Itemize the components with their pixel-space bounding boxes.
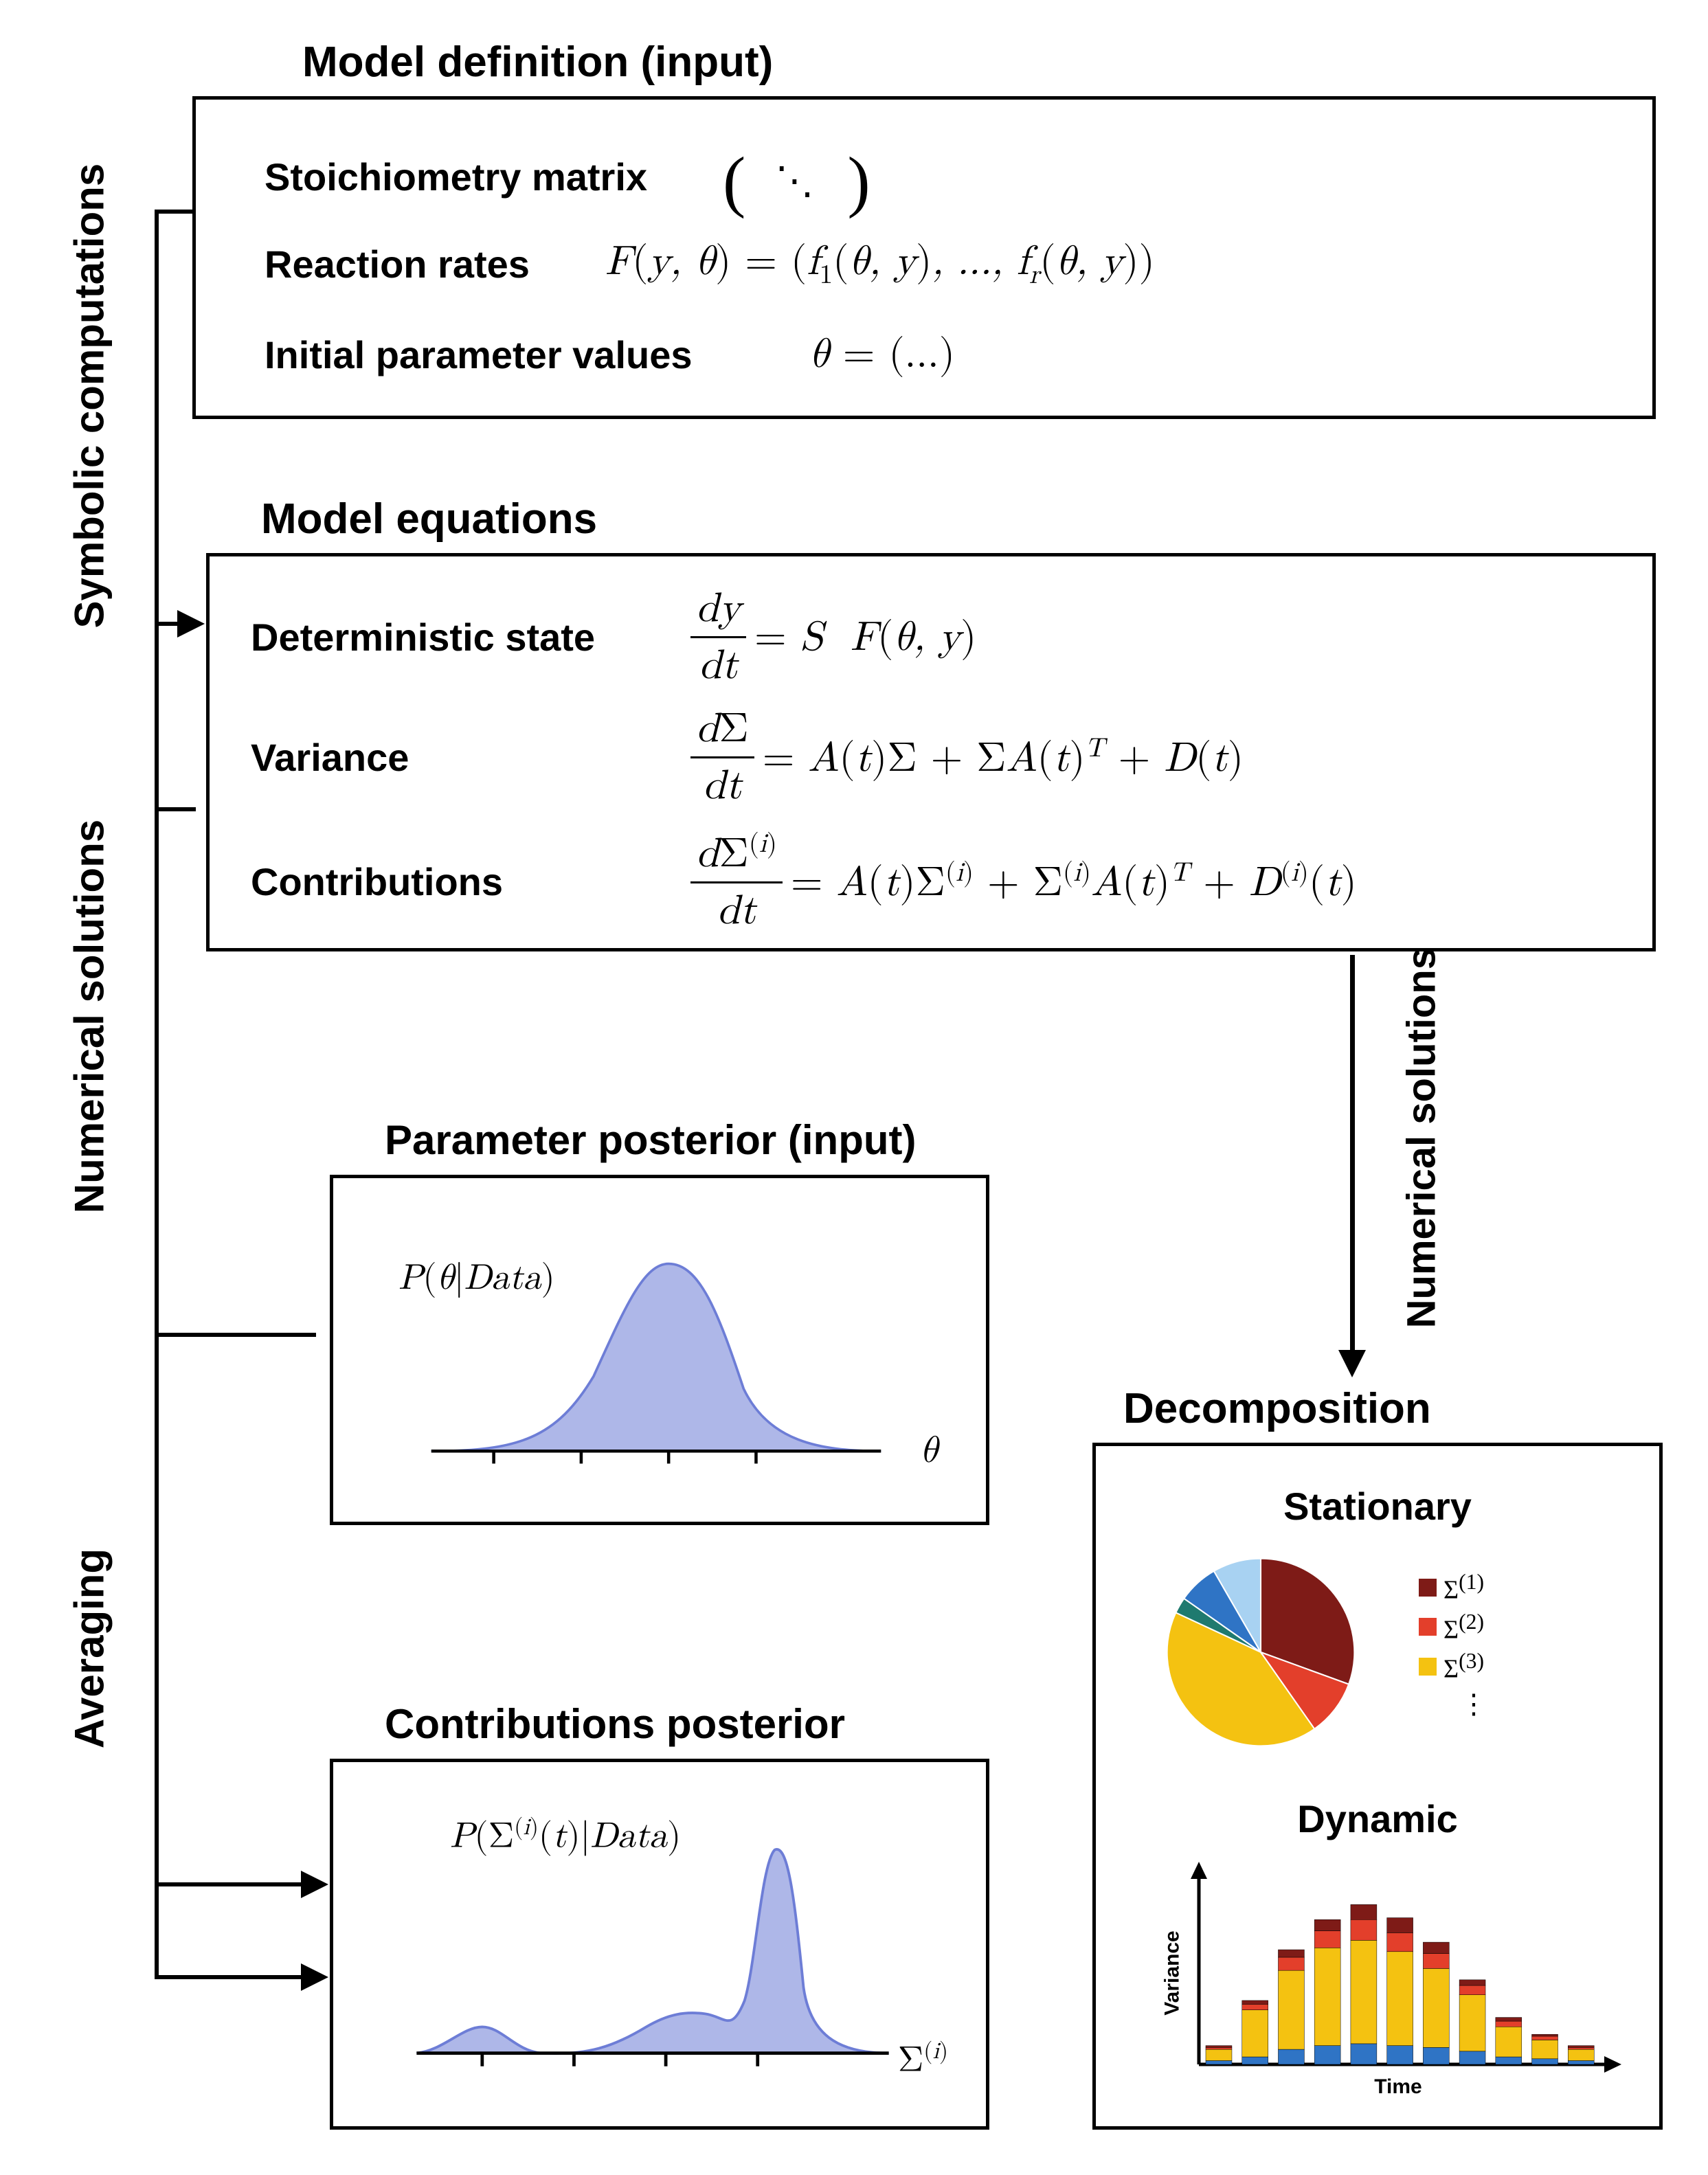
bracket-to-box4-lower-line [155,1975,302,1979]
legend-row-2: Σ(2) [1419,1610,1487,1645]
arrow-box2-box5-head [1338,1350,1366,1377]
box1-title: Model definition (input) [302,38,773,87]
box1-r3-math: θ = (...) [809,330,956,379]
diagram-root: Symbolic computations Numerical solution… [0,0,1708,2175]
box2-r2-label: Variance [251,735,690,780]
arrow-box2-box5-line [1350,955,1355,1353]
box4-xaxis-label: Σ(i) [898,2038,948,2082]
legend-label-1: Σ(1) [1443,1570,1484,1605]
box4-curve-label: P(Σ(i)(t)|Data) [450,1814,681,1858]
vlabel-numerical-right-text: Numerical solutions [1400,971,1446,1328]
legend-label-2: Σ(2) [1443,1610,1484,1645]
bracket-trunk [155,210,159,1979]
pie-chart-icon [1158,1549,1364,1755]
box2-r1-label: Deterministic state [251,615,690,660]
bar-chart-icon [1171,1858,1625,2092]
box1-r2-label: Reaction rates [265,242,530,286]
vlabel-averaging-text: Averaging [66,1477,113,1821]
vlabel-symbolic: Symbolic computations [66,189,113,629]
box2-r2-math: dΣ dt = A(t)Σ + ΣA(t)T + D(t) [690,704,1244,811]
box1-r2-math: F(y, θ) = (f1(θ, y), ..., fr(θ, y)) [605,237,1155,291]
bracket-to-box3 [155,1333,316,1337]
box3-title: Parameter posterior (input) [385,1116,916,1164]
legend-swatch-2 [1419,1618,1437,1636]
box1: Stoichiometry matrix ( ⋱ ) Reaction rate… [192,96,1656,419]
vlabel-numerical-left: Numerical solutions [66,818,113,1216]
dynamic-title: Dynamic [1096,1796,1659,1841]
box1-r1-label: Stoichiometry matrix [265,155,647,199]
vlabel-averaging: Averaging [66,1477,113,1821]
box4-title: Contributions posterior [385,1700,845,1748]
box2-r3-label: Contributions [251,859,690,904]
bracket-to-box4-lower-head [301,1963,328,1991]
vlabel-symbolic-text: Symbolic computations [66,189,113,629]
box2-title: Model equations [261,495,597,543]
box3-curve-label: P(θ|Data) [398,1257,555,1300]
box2-r1-math: dydt = S F(θ, y) [690,584,976,690]
box5: Stationary Σ(1) Σ(2) Σ(3) ⋮ Dynamic Vari… [1092,1443,1663,2130]
legend-swatch-1 [1419,1579,1437,1597]
contrib-posterior-curve-icon [381,1817,924,2106]
box3: P(θ|Data) θ [330,1175,989,1525]
bar-chart-container: Variance Time [1171,1858,1625,2092]
legend-swatch-3 [1419,1658,1437,1676]
bracket-to-box2-head [177,610,205,638]
box4: P(Σ(i)(t)|Data) Σ(i) [330,1759,989,2130]
box3-xaxis-label: θ [920,1429,938,1474]
bracket-to-box4-upper-line [155,1882,302,1886]
box1-r3-label: Initial parameter values [265,333,693,377]
legend-row-1: Σ(1) [1419,1570,1487,1605]
bracket-split [155,807,196,811]
bracket-to-box2-line [155,622,179,626]
bar-x-label: Time [1171,2075,1625,2099]
bracket-to-box4-upper-head [301,1871,328,1898]
matrix-paren-icon: ( ⋱ ) [723,134,870,221]
pie-legend: Σ(1) Σ(2) Σ(3) ⋮ [1419,1570,1487,1720]
bracket-to-box1 [155,210,192,214]
bar-y-label: Variance [1161,1930,1184,2015]
box5-title: Decomposition [1123,1384,1431,1433]
legend-row-3: Σ(3) [1419,1649,1487,1684]
vlabel-numerical-left-text: Numerical solutions [66,818,113,1216]
legend-dots: ⋮ [1419,1689,1487,1720]
stationary-title: Stationary [1096,1484,1659,1529]
box2: Deterministic state dydt = S F(θ, y) Var… [206,553,1656,951]
vlabel-numerical-right: Numerical solutions [1400,971,1446,1328]
legend-label-3: Σ(3) [1443,1649,1484,1684]
box2-r3-math: dΣ(i) dt = A(t)Σ(i) + Σ(i)A(t)T + D(i)(t… [690,828,1357,936]
